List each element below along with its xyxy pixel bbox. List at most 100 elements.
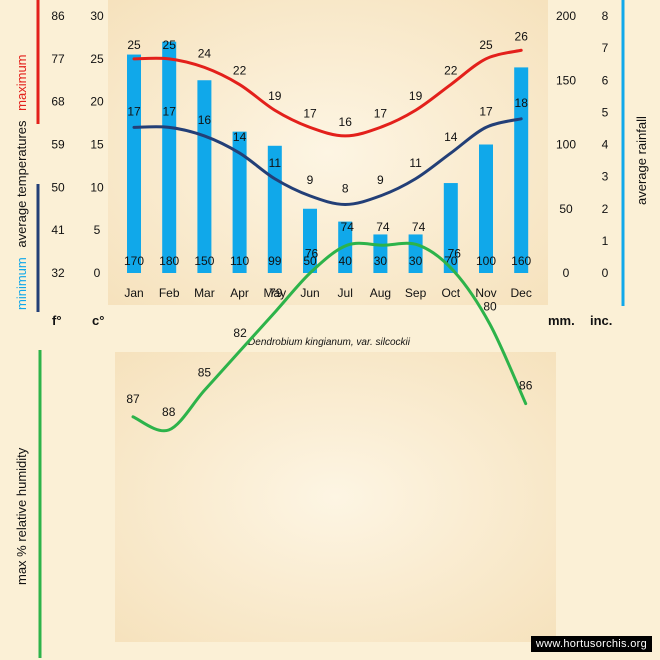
minimum-label-jan: 17 bbox=[127, 104, 141, 118]
species-caption: Dendrobium kingianum, var. silcockii bbox=[248, 337, 411, 348]
minimum-temperature-line bbox=[132, 117, 523, 206]
rainfall-bar-mar bbox=[197, 80, 212, 273]
fahrenheit-tick-77: 77 bbox=[51, 52, 65, 66]
celsius-tick-20: 20 bbox=[90, 95, 104, 109]
month-label-jun: Jun bbox=[300, 286, 319, 300]
site-watermark: www.hortusorchis.org bbox=[530, 636, 652, 652]
fahrenheit-tick-41: 41 bbox=[51, 223, 65, 237]
fahrenheit-unit: f° bbox=[52, 313, 62, 328]
inch-tick-5: 5 bbox=[602, 105, 609, 119]
fahrenheit-tick-50: 50 bbox=[51, 180, 65, 194]
humidity-label-apr: 82 bbox=[233, 326, 247, 340]
rainfall-label-sep: 30 bbox=[409, 254, 423, 268]
millimetre-tick-150: 150 bbox=[556, 73, 576, 87]
right-axis-legend: average rainfall bbox=[634, 116, 649, 205]
minimum-legend: minimum bbox=[14, 257, 29, 310]
humidity-label-sep: 74 bbox=[412, 220, 426, 234]
millimetre-tick-0: 0 bbox=[563, 266, 570, 280]
rainfall-label-dec: 160 bbox=[511, 254, 531, 268]
maximum-label-apr: 22 bbox=[233, 64, 247, 78]
inch-tick-8: 8 bbox=[602, 9, 609, 23]
maximum-label-jun: 17 bbox=[303, 106, 317, 120]
month-label-aug: Aug bbox=[370, 286, 391, 300]
fahrenheit-axis: 32 41 50 59 68 77 86 bbox=[51, 9, 65, 280]
humidity-label-dec: 86 bbox=[519, 379, 533, 393]
humidity-label-may: 79 bbox=[269, 286, 283, 300]
celsius-tick-25: 25 bbox=[90, 52, 104, 66]
inch-axis: 0 1 2 3 4 5 6 7 8 bbox=[602, 9, 609, 280]
inch-tick-1: 1 bbox=[602, 234, 609, 248]
rainfall-label-jun: 50 bbox=[303, 254, 317, 268]
inch-tick-7: 7 bbox=[602, 41, 609, 55]
month-label-may: May bbox=[263, 286, 286, 300]
rainfall-bar-oct bbox=[443, 183, 458, 273]
month-label-oct: Oct bbox=[441, 286, 460, 300]
maximum-label-feb: 25 bbox=[163, 38, 177, 52]
inch-tick-3: 3 bbox=[602, 170, 609, 184]
inch-tick-4: 4 bbox=[602, 138, 609, 152]
maximum-label-nov: 25 bbox=[479, 38, 493, 52]
month-label-jul: Jul bbox=[338, 286, 353, 300]
rainfall-label-jul: 40 bbox=[339, 254, 353, 268]
inch-tick-6: 6 bbox=[602, 73, 609, 87]
maximum-label-oct: 22 bbox=[444, 64, 458, 78]
humidity-label-jul: 74 bbox=[341, 220, 355, 234]
celsius-unit: c° bbox=[92, 313, 104, 328]
month-label-dec: Dec bbox=[511, 286, 532, 300]
minimum-label-oct: 14 bbox=[444, 130, 458, 144]
millimetre-axis: 0 50 100 150 200 bbox=[556, 9, 576, 280]
maximum-label-mar: 24 bbox=[198, 46, 212, 60]
rainfall-bar-jun bbox=[303, 208, 317, 273]
humidity-line bbox=[131, 241, 528, 433]
humidity-label-nov: 80 bbox=[483, 299, 497, 313]
fahrenheit-tick-68: 68 bbox=[51, 95, 65, 109]
minimum-label-mar: 16 bbox=[198, 113, 212, 127]
humidity-label-oct: 76 bbox=[448, 247, 462, 261]
minimum-label-jun: 9 bbox=[307, 173, 314, 187]
inch-tick-0: 0 bbox=[602, 266, 609, 280]
minimum-label-nov: 17 bbox=[479, 104, 493, 118]
fahrenheit-tick-59: 59 bbox=[51, 138, 65, 152]
maximum-label-jul: 16 bbox=[339, 115, 353, 129]
maximum-label-dec: 26 bbox=[515, 29, 529, 43]
celsius-tick-5: 5 bbox=[94, 223, 101, 237]
maximum-label-sep: 19 bbox=[409, 89, 423, 103]
celsius-tick-30: 30 bbox=[90, 9, 104, 23]
fahrenheit-tick-32: 32 bbox=[51, 266, 65, 280]
rainfall-label-jan: 170 bbox=[124, 254, 144, 268]
rainfall-bar-nov bbox=[479, 144, 493, 273]
month-label-nov: Nov bbox=[475, 286, 496, 300]
rainfall-label-feb: 180 bbox=[159, 254, 179, 268]
rainfall-label-mar: 150 bbox=[194, 254, 214, 268]
millimetre-tick-50: 50 bbox=[559, 202, 573, 216]
humidity-panel-background bbox=[115, 352, 556, 642]
inch-tick-2: 2 bbox=[602, 202, 609, 216]
minimum-label-feb: 17 bbox=[163, 104, 177, 118]
rainfall-label-aug: 30 bbox=[374, 254, 388, 268]
humidity-labels: 87 88 85 82 79 76 74 74 74 76 80 86 bbox=[126, 220, 532, 419]
climate-panel-background bbox=[108, 0, 548, 305]
humidity-label-feb: 88 bbox=[162, 405, 176, 419]
humidity-axis-label: max % relative humidity bbox=[14, 447, 29, 585]
millimetre-tick-200: 200 bbox=[556, 9, 576, 23]
month-label-mar: Mar bbox=[194, 286, 215, 300]
month-label-sep: Sep bbox=[405, 286, 427, 300]
fahrenheit-tick-86: 86 bbox=[51, 9, 65, 23]
humidity-label-jun: 76 bbox=[305, 247, 319, 261]
minimum-label-aug: 9 bbox=[377, 173, 384, 187]
rainfall-bar-jan bbox=[127, 54, 141, 273]
left-axis-legend: minimum average temperatures maximum bbox=[14, 54, 29, 310]
temperature-lines bbox=[132, 48, 523, 206]
millimetre-unit: mm. bbox=[548, 313, 575, 328]
month-label-apr: Apr bbox=[230, 286, 249, 300]
millimetre-tick-100: 100 bbox=[556, 138, 576, 152]
minimum-label-jul: 8 bbox=[342, 181, 349, 195]
humidity-label-mar: 85 bbox=[198, 365, 212, 379]
celsius-tick-10: 10 bbox=[90, 180, 104, 194]
minimum-label-may: 11 bbox=[269, 156, 282, 170]
maximum-temperature-line bbox=[132, 48, 523, 138]
celsius-tick-15: 15 bbox=[90, 138, 104, 152]
rainfall-label-nov: 100 bbox=[476, 254, 496, 268]
maximum-label-jan: 25 bbox=[127, 38, 141, 52]
maximum-label-may: 19 bbox=[268, 89, 282, 103]
